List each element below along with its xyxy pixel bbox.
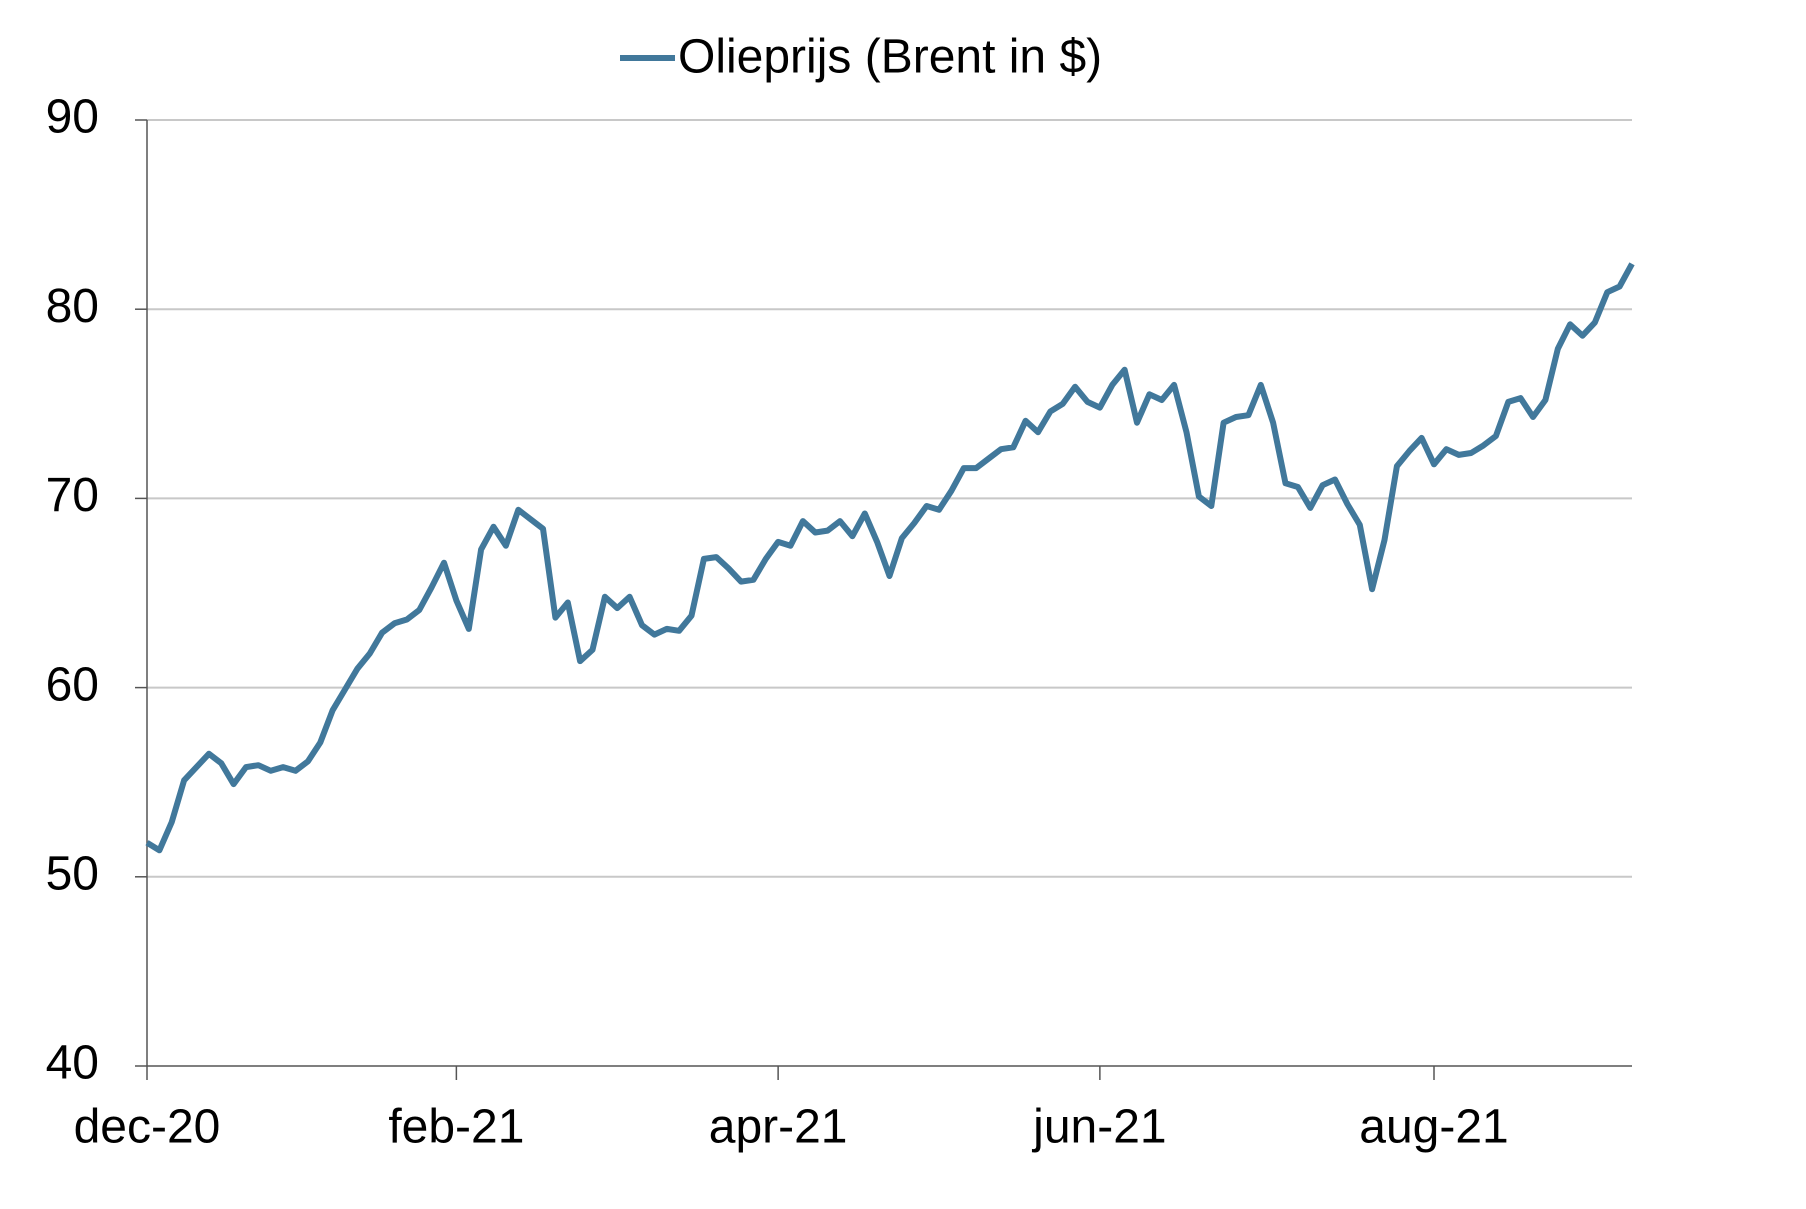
x-tick-label: aug-21 (1359, 1101, 1508, 1154)
y-tick-label: 90 (46, 91, 99, 144)
x-tick-label: dec-20 (74, 1101, 221, 1154)
y-tick-label: 60 (46, 658, 99, 711)
x-tick-label: apr-21 (709, 1101, 848, 1154)
x-tick-label: jun-21 (1031, 1101, 1166, 1154)
y-tick-label: 50 (46, 847, 99, 900)
y-tick-label: 40 (46, 1037, 99, 1090)
y-tick-label: 80 (46, 280, 99, 333)
legend-label: Olieprijs (Brent in $) (678, 31, 1102, 84)
price-line (145, 262, 1635, 854)
x-tick-label: feb-21 (388, 1101, 524, 1154)
y-tick-label: 70 (46, 469, 99, 522)
